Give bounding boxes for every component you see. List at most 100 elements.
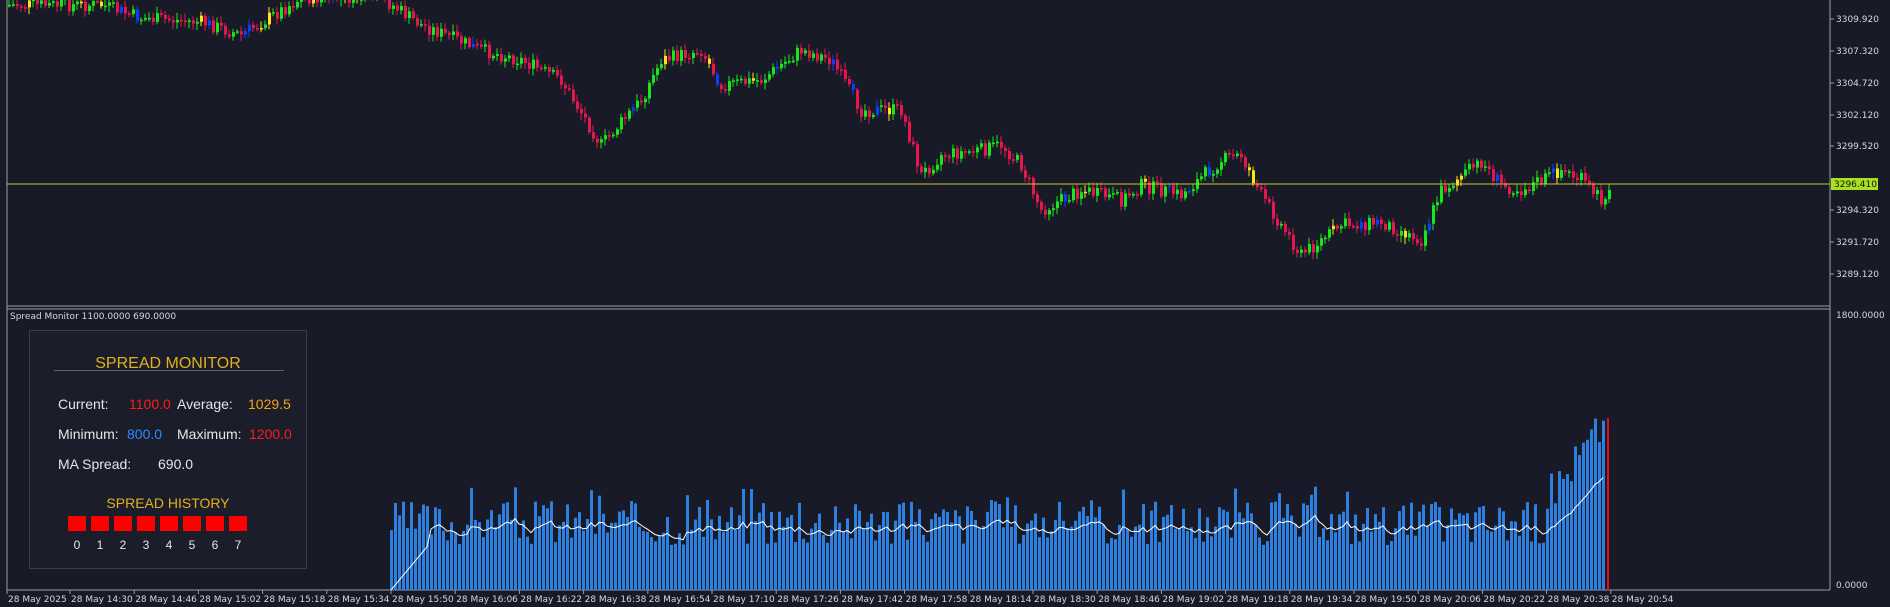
spread-bar xyxy=(1362,523,1365,590)
spread-bar xyxy=(906,539,909,590)
candle-body xyxy=(460,36,463,44)
spread-bar xyxy=(478,522,481,590)
candle-body xyxy=(1192,189,1195,191)
candle-body xyxy=(672,50,675,61)
candle-body xyxy=(884,105,887,108)
candle-body xyxy=(484,44,487,47)
candle-body xyxy=(600,139,603,143)
history-index: 5 xyxy=(188,538,196,552)
spread-bar xyxy=(1030,520,1033,590)
spread-bar xyxy=(1174,528,1177,590)
candle-body xyxy=(140,19,143,22)
spread-bar xyxy=(890,543,893,590)
spread-bar xyxy=(1218,507,1221,590)
candle-body xyxy=(152,17,155,22)
spread-bar xyxy=(1438,507,1441,590)
candle-body xyxy=(408,11,411,19)
candle-body xyxy=(24,7,27,9)
candle-body xyxy=(1436,202,1439,206)
candle-body xyxy=(860,108,863,117)
candle-body xyxy=(184,20,187,23)
spread-bar xyxy=(1278,493,1281,590)
candle-body xyxy=(1084,191,1087,194)
time-axis-label: 28 May 16:38 xyxy=(585,595,647,605)
candle-body xyxy=(668,55,671,61)
spread-bar xyxy=(902,502,905,590)
candle-body xyxy=(808,50,811,58)
candle-body xyxy=(652,75,655,83)
candle-body xyxy=(1248,167,1251,171)
candle-body xyxy=(1452,185,1455,188)
spread-bar xyxy=(426,506,429,590)
candle-body xyxy=(48,2,51,6)
time-axis-label: 28 May 17:10 xyxy=(713,595,775,605)
candle-body xyxy=(168,18,171,21)
candle-body xyxy=(412,11,415,19)
spread-bar xyxy=(474,519,477,590)
spread-bar xyxy=(770,512,773,590)
candle-body xyxy=(804,50,807,54)
spread-bar xyxy=(1434,502,1437,590)
spread-bar xyxy=(914,521,917,590)
spread-bar xyxy=(406,528,409,590)
spread-bar xyxy=(1330,514,1333,590)
candle-body xyxy=(1596,190,1599,195)
spread-bar xyxy=(778,511,781,590)
spread-bar xyxy=(1382,507,1385,590)
candle-body xyxy=(1244,157,1247,168)
candle-body xyxy=(1504,183,1507,188)
spread-bar xyxy=(1262,544,1265,590)
spread-bar xyxy=(834,506,837,590)
spread-bar xyxy=(562,521,565,590)
candle-body xyxy=(1152,181,1155,194)
candle-body xyxy=(516,63,519,66)
spread-bar xyxy=(1386,544,1389,590)
spread-bar xyxy=(586,518,589,590)
candle-body xyxy=(1400,230,1403,236)
spread-bar xyxy=(1206,517,1209,590)
candle-body xyxy=(856,89,859,109)
candle-body xyxy=(188,20,191,22)
history-index: 3 xyxy=(142,538,150,552)
candle-body xyxy=(816,53,819,61)
time-axis-label: 28 May 17:26 xyxy=(777,595,839,605)
spread-ma-line xyxy=(390,477,1604,591)
spread-bar xyxy=(798,502,801,590)
candle-body xyxy=(1432,205,1435,224)
spread-bar xyxy=(1094,517,1097,590)
time-axis-label: 28 May 19:34 xyxy=(1291,595,1353,605)
candle-body xyxy=(60,0,63,7)
spread-bar xyxy=(1558,471,1561,590)
candle-body xyxy=(76,1,79,5)
spread-bar xyxy=(1266,541,1269,590)
spread-bar xyxy=(1254,524,1257,590)
candle-body xyxy=(396,5,399,11)
candle-body xyxy=(388,0,391,9)
history-square xyxy=(91,516,109,531)
candle-body xyxy=(536,59,539,68)
candle-body xyxy=(512,55,515,65)
spread-bar xyxy=(1350,543,1353,590)
spread-bar xyxy=(686,495,689,590)
candle-body xyxy=(472,43,475,48)
spread-bar xyxy=(870,513,873,590)
candle-body xyxy=(768,74,771,80)
spread-bar xyxy=(1070,526,1073,590)
spread-bar xyxy=(482,537,485,590)
candle-body xyxy=(964,151,967,153)
spread-bar xyxy=(590,490,593,590)
panel-title: SPREAD MONITOR xyxy=(95,355,241,372)
spread-bar xyxy=(1590,429,1593,590)
candle-body xyxy=(1328,229,1331,238)
candle-body xyxy=(212,20,215,33)
candle-body xyxy=(1236,153,1239,156)
candle-body xyxy=(1468,163,1471,170)
spread-bar xyxy=(922,534,925,590)
candle-body xyxy=(1588,180,1591,184)
candle-body xyxy=(944,155,947,157)
candle-body xyxy=(748,78,751,84)
spread-bar xyxy=(638,526,641,590)
spread-bar xyxy=(730,507,733,590)
spread-bar xyxy=(1058,501,1061,590)
